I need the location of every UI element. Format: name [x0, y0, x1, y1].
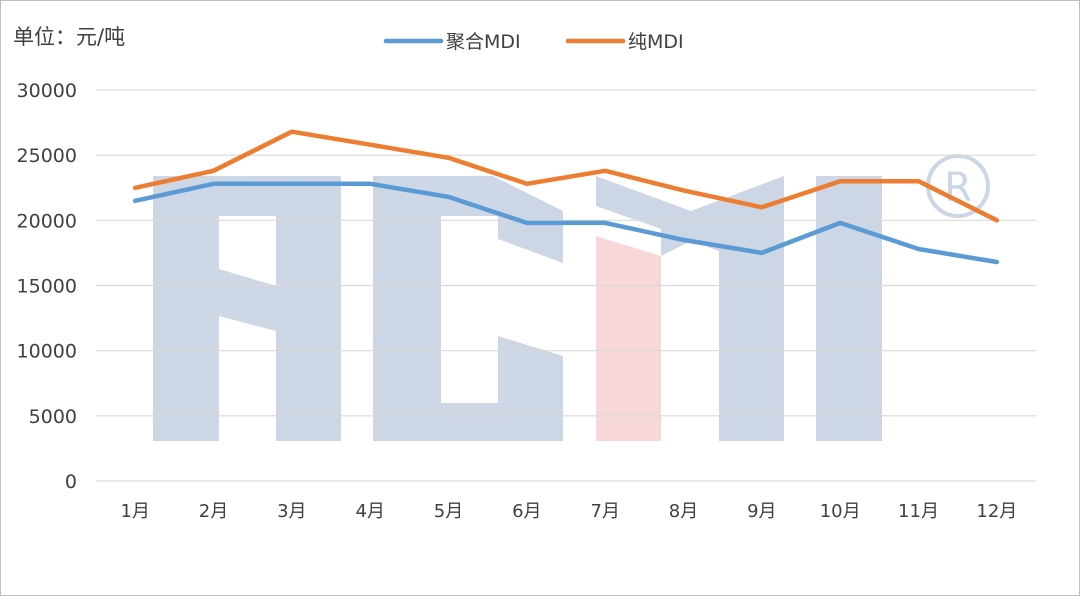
data-point — [211, 168, 216, 173]
data-point — [211, 181, 216, 186]
x-tick-label: 7月 — [590, 501, 619, 522]
data-point — [994, 218, 999, 223]
y-tick-label: 20000 — [17, 210, 77, 232]
x-tick-label: 2月 — [199, 501, 228, 522]
data-point — [994, 260, 999, 265]
y-tick-label: 5000 — [29, 406, 77, 428]
y-gridlines — [96, 89, 1036, 482]
data-point — [838, 220, 843, 225]
legend: 聚合MDI 纯MDI — [383, 31, 684, 53]
x-tick-label: 12月 — [976, 501, 1017, 522]
data-point — [838, 179, 843, 184]
data-point — [603, 220, 608, 225]
data-point — [681, 188, 686, 193]
data-point — [759, 205, 764, 210]
data-point — [916, 247, 921, 252]
y-tick-label: 25000 — [17, 145, 77, 167]
data-point — [368, 181, 373, 186]
data-point — [916, 179, 921, 184]
data-point — [524, 181, 529, 186]
data-point — [603, 168, 608, 173]
y-tick-label: 10000 — [17, 341, 77, 363]
x-tick-label: 5月 — [434, 501, 463, 522]
data-point — [524, 220, 529, 225]
unit-label: 单位：元/吨 — [13, 25, 125, 49]
y-tick-label: 0 — [65, 471, 77, 493]
x-tick-label: 8月 — [669, 501, 698, 522]
x-tick-label: 1月 — [120, 501, 149, 522]
x-tick-label: 10月 — [820, 501, 861, 522]
x-tick-label: 9月 — [747, 501, 776, 522]
series-lines — [132, 129, 1000, 265]
data-point — [368, 142, 373, 147]
series-line-1 — [132, 181, 1000, 265]
x-tick-label: 6月 — [512, 501, 541, 522]
y-tick-label: 15000 — [17, 276, 77, 298]
x-tick-label: 11月 — [898, 501, 939, 522]
data-point — [133, 198, 138, 203]
legend-label: 纯MDI — [628, 31, 684, 53]
watermark-logo: R — [153, 154, 990, 441]
y-tick-label: 30000 — [17, 80, 77, 102]
series-line-2 — [132, 129, 1000, 223]
data-point — [681, 237, 686, 242]
data-point — [289, 181, 294, 186]
y-axis-ticks: 0 5000 10000 15000 20000 25000 30000 — [17, 80, 77, 493]
x-tick-label: 3月 — [277, 501, 306, 522]
data-point — [289, 129, 294, 134]
data-point — [446, 155, 451, 160]
x-axis-ticks: 1月 2月 3月 4月 5月 6月 7月 8月 9月 10月 11月 12月 — [120, 501, 1017, 522]
x-tick-label: 4月 — [355, 501, 384, 522]
data-point — [759, 250, 764, 255]
data-point — [133, 185, 138, 190]
legend-label: 聚合MDI — [446, 31, 521, 53]
data-point — [446, 194, 451, 199]
